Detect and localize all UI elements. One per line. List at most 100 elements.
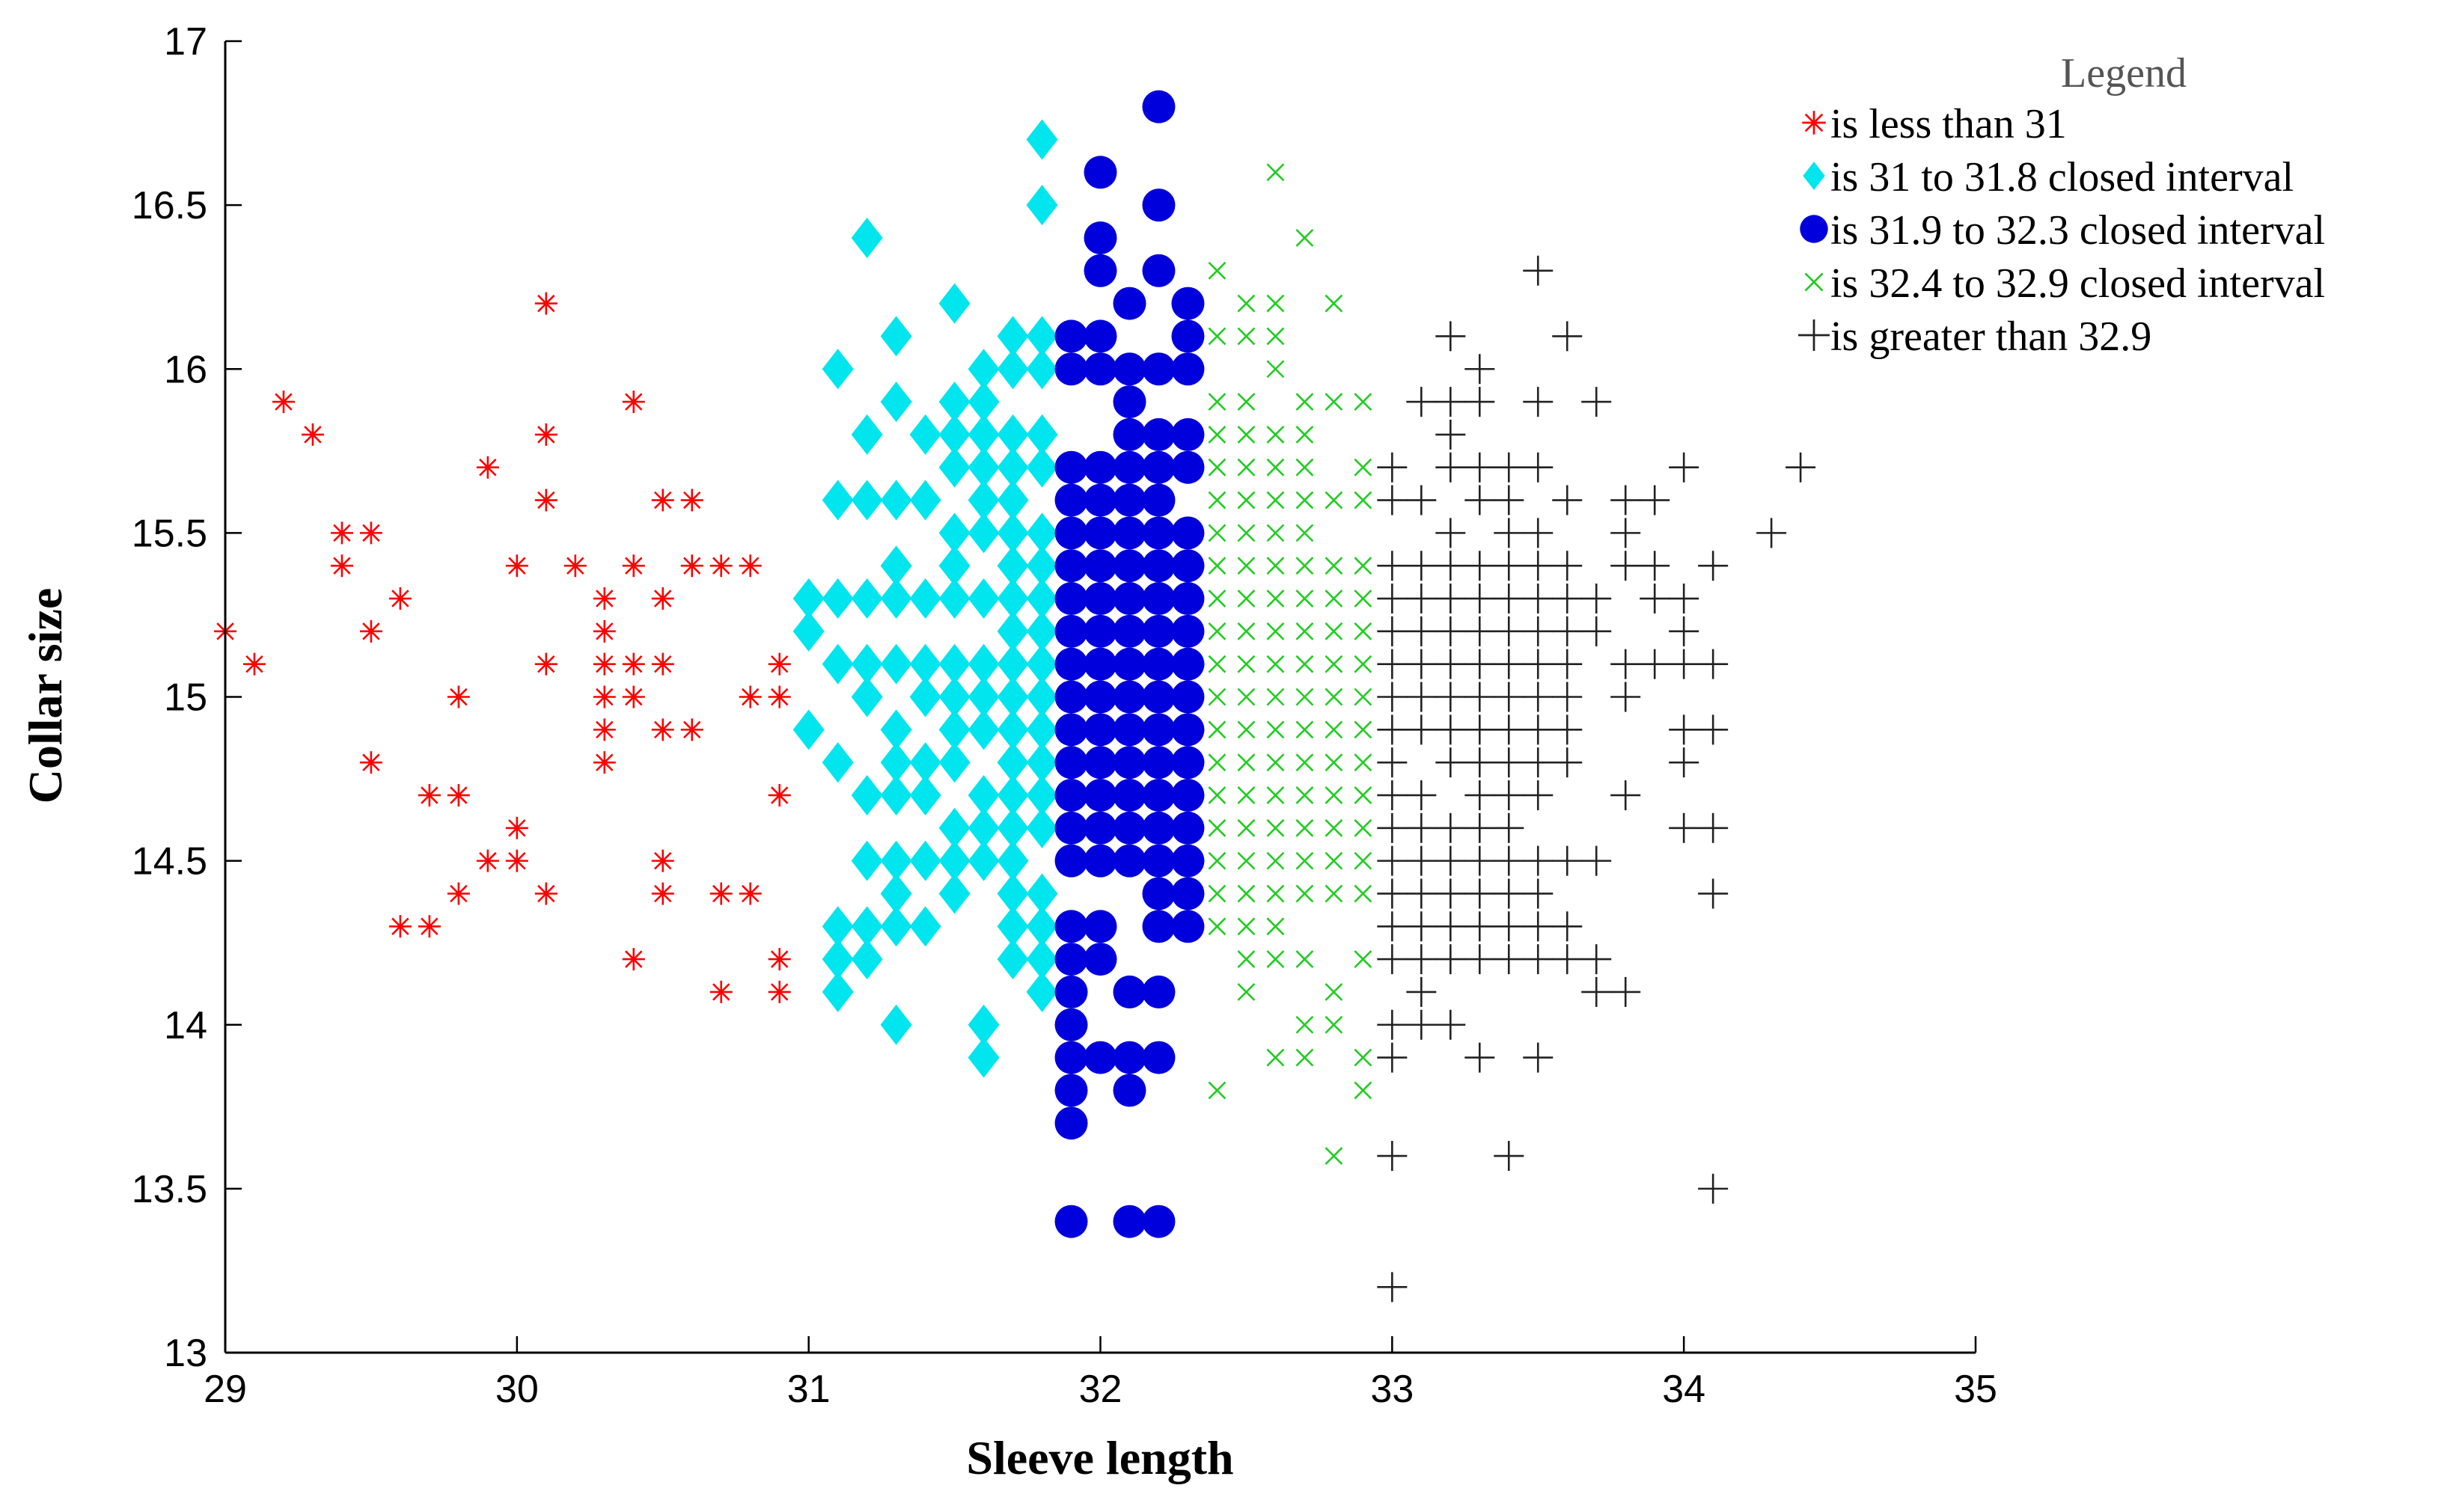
data-point: is 31 to 31.8 closed interval: (31.2, 15…	[851, 480, 883, 521]
data-point: is 31.9 to 32.3 closed interval: (32.2, …	[1142, 417, 1176, 451]
data-point: is greater than 32.9: (33.8, 15.5)	[1610, 518, 1641, 548]
data-point: is 31 to 31.8 closed interval: (31.7, 15…	[997, 610, 1029, 652]
data-point: is 31 to 31.8 closed interval: (31.6, 15…	[968, 643, 1000, 685]
data-point: is greater than 32.9: (33.5, 14.2)	[1523, 944, 1554, 975]
data-point: is greater than 32.9: (33.7, 15.2)	[1581, 616, 1612, 646]
data-point: is less than 31: (30.3, 14.8)	[593, 751, 616, 774]
data-point: is greater than 32.9: (34, 15.2)	[1669, 616, 1699, 646]
data-point: is 32.4 to 32.9 closed interval: (32.6, …	[1266, 1048, 1285, 1067]
data-point: is 31 to 31.8 closed interval: (31.8, 16…	[1026, 185, 1058, 226]
series-2: is 31 to 31.8 closed interval: (31, 15.3…	[792, 119, 1058, 1078]
data-point: is 32.4 to 32.9 closed interval: (32.7, …	[1295, 557, 1314, 575]
data-point: is greater than 32.9: (33.2, 15.1)	[1435, 649, 1466, 679]
data-point: is 31.9 to 32.3 closed interval: (32.2, …	[1142, 713, 1176, 747]
data-point: is 32.4 to 32.9 closed interval: (32.6, …	[1266, 524, 1285, 542]
data-point: is 31 to 31.8 closed interval: (31.5, 14…	[938, 709, 971, 750]
data-point: is 31 to 31.8 closed interval: (31.1, 14…	[822, 939, 854, 980]
data-point: is 31 to 31.8 closed interval: (31.2, 14…	[851, 906, 883, 947]
data-point: is less than 31: (29.8, 14.4)	[447, 882, 470, 905]
data-point: is 31 to 31.8 closed interval: (31, 14.9…	[792, 709, 825, 750]
data-point: is 31.9 to 32.3 closed interval: (32, 15…	[1084, 582, 1117, 616]
data-point: is 32.4 to 32.9 closed interval: (32.8, …	[1325, 983, 1343, 1001]
data-point: is 31 to 31.8 closed interval: (31.8, 14…	[1026, 774, 1058, 815]
data-point: is greater than 32.9: (33.2, 14.4)	[1435, 878, 1466, 909]
data-point: is 32.4 to 32.9 closed interval: (32.5, …	[1237, 622, 1256, 640]
data-point: is 32.4 to 32.9 closed interval: (32.9, …	[1354, 557, 1372, 575]
data-point: is greater than 32.9: (33.7, 15.9)	[1581, 387, 1612, 417]
data-point: is 31 to 31.8 closed interval: (31.6, 15…	[968, 382, 1000, 423]
data-point: is greater than 32.9: (33.8, 15.6)	[1610, 485, 1641, 515]
data-point: is 31.9 to 32.3 closed interval: (32.2, …	[1142, 90, 1176, 123]
data-point: is greater than 32.9: (33, 14.9)	[1377, 714, 1408, 745]
data-point: is 32.4 to 32.9 closed interval: (32.4, …	[1208, 622, 1227, 640]
data-point: is less than 31: (30.4, 15)	[622, 685, 645, 708]
data-point: is 31 to 31.8 closed interval: (31.7, 14…	[997, 906, 1029, 947]
data-point: is 31.9 to 32.3 closed interval: (32, 14…	[1084, 910, 1117, 943]
legend-entry: is 31.9 to 32.3 closed interval	[1800, 207, 2325, 254]
data-point: is greater than 32.9: (33.4, 14.9)	[1494, 714, 1524, 745]
data-point: is greater than 32.9: (33.9, 15.4)	[1640, 551, 1670, 581]
data-point: is greater than 32.9: (33.3, 14.2)	[1464, 944, 1495, 975]
series-5: is greater than 32.9: (33, 15.7)is great…	[1377, 255, 1816, 1303]
plot-area: is less than 31: (29, 15.2)is less than …	[214, 90, 1816, 1303]
data-point: is 32.4 to 32.9 closed interval: (32.7, …	[1295, 458, 1314, 477]
data-point: is 31.9 to 32.3 closed interval: (32.3, …	[1171, 319, 1205, 353]
data-point: is greater than 32.9: (33.4, 14.5)	[1494, 845, 1524, 876]
data-point: is 31.9 to 32.3 closed interval: (32, 14…	[1084, 811, 1117, 845]
data-point: is 32.4 to 32.9 closed interval: (32.4, …	[1208, 524, 1227, 542]
data-point: is 31.9 to 32.3 closed interval: (32.1, …	[1113, 450, 1146, 484]
data-point: is greater than 32.9: (33, 14.3)	[1377, 911, 1408, 942]
data-point: is 31 to 31.8 closed interval: (31.3, 15…	[880, 480, 912, 521]
data-point: is 32.4 to 32.9 closed interval: (32.6, …	[1266, 655, 1285, 673]
x-tick-label: 30	[495, 1368, 539, 1411]
data-point: is 32.4 to 32.9 closed interval: (32.5, …	[1237, 294, 1256, 313]
data-point: is 31 to 31.8 closed interval: (31.2, 14…	[851, 939, 883, 980]
data-point: is 31 to 31.8 closed interval: (31.7, 14…	[997, 873, 1029, 914]
data-point: is 32.4 to 32.9 closed interval: (32.4, …	[1208, 688, 1227, 706]
data-point: is 32.4 to 32.9 closed interval: (32.7, …	[1295, 851, 1314, 870]
data-point: is 31 to 31.8 closed interval: (31.6, 16…	[968, 349, 1000, 390]
data-point: is 31 to 31.8 closed interval: (31.5, 14…	[938, 840, 971, 881]
data-point: is 32.4 to 32.9 closed interval: (32.7, …	[1295, 786, 1314, 804]
data-point: is 31.9 to 32.3 closed interval: (32.3, …	[1171, 582, 1205, 616]
data-point: is 31 to 31.8 closed interval: (31.2, 14…	[851, 840, 883, 881]
data-point: is 32.4 to 32.9 closed interval: (32.7, …	[1295, 393, 1314, 411]
data-point: is 32.4 to 32.9 closed interval: (32.6, …	[1266, 360, 1285, 379]
data-point: is 32.4 to 32.9 closed interval: (32.9, …	[1354, 818, 1372, 837]
legend: Legend is less than 31 is 31 to 31.8 clos…	[1798, 50, 2325, 360]
data-point: is greater than 32.9: (34, 15.1)	[1669, 649, 1699, 679]
data-point: is 31 to 31.8 closed interval: (31.1, 14…	[822, 906, 854, 947]
data-point: is 31 to 31.8 closed interval: (31.2, 16…	[851, 217, 883, 258]
data-point: is 32.4 to 32.9 closed interval: (32.4, …	[1208, 818, 1227, 837]
data-point: is 31 to 31.8 closed interval: (31.7, 14…	[997, 807, 1029, 848]
data-point: is 31.9 to 32.3 closed interval: (31.9, …	[1054, 778, 1088, 812]
data-point: is greater than 32.9: (33.1, 15.3)	[1406, 584, 1437, 614]
data-point: is 31 to 31.8 closed interval: (31.8, 15…	[1026, 578, 1058, 619]
data-point: is greater than 32.9: (33.2, 15.9)	[1435, 387, 1466, 417]
data-point: is 31 to 31.8 closed interval: (31.2, 15…	[851, 578, 883, 619]
data-point: is greater than 32.9: (33, 14.8)	[1377, 747, 1408, 778]
data-point: is 31.9 to 32.3 closed interval: (32, 15…	[1084, 680, 1117, 714]
data-point: is 31 to 31.8 closed interval: (31.8, 14…	[1026, 873, 1058, 914]
x-tick-label: 31	[787, 1368, 831, 1411]
data-point: is greater than 32.9: (33.3, 15.4)	[1464, 551, 1495, 581]
data-point: is 31 to 31.8 closed interval: (31.5, 14…	[938, 873, 971, 914]
data-point: is 31.9 to 32.3 closed interval: (31.9, …	[1054, 352, 1088, 386]
data-point: is 31.9 to 32.3 closed interval: (32.3, …	[1171, 450, 1205, 484]
data-point: is greater than 32.9: (33.2, 15.7)	[1435, 452, 1466, 483]
data-point: is 31.9 to 32.3 closed interval: (32.1, …	[1113, 811, 1146, 845]
data-point: is 32.4 to 32.9 closed interval: (32.7, …	[1295, 950, 1314, 969]
data-point: is 32.4 to 32.9 closed interval: (32.6, …	[1266, 786, 1285, 804]
data-point: is 32.4 to 32.9 closed interval: (32.9, …	[1354, 720, 1372, 739]
data-point: is 31 to 31.8 closed interval: (31.6, 14…	[968, 1004, 1000, 1045]
data-point: is 32.4 to 32.9 closed interval: (32.5, …	[1237, 917, 1256, 936]
data-point: is greater than 32.9: (33.2, 16.1)	[1435, 321, 1466, 352]
data-point: is 32.4 to 32.9 closed interval: (32.6, …	[1266, 458, 1285, 477]
data-point: is 32.4 to 32.9 closed interval: (32.8, …	[1325, 720, 1343, 739]
data-point: is 31.9 to 32.3 closed interval: (32.3, …	[1171, 614, 1205, 648]
data-point: is 32.4 to 32.9 closed interval: (32.6, …	[1266, 327, 1285, 346]
data-point: is greater than 32.9: (33, 15.6)	[1377, 485, 1408, 515]
data-point: is 32.4 to 32.9 closed interval: (32.4, …	[1208, 425, 1227, 444]
data-point: is 31.9 to 32.3 closed interval: (32.1, …	[1113, 483, 1146, 517]
data-point: is 31 to 31.8 closed interval: (31.5, 15…	[938, 578, 971, 619]
